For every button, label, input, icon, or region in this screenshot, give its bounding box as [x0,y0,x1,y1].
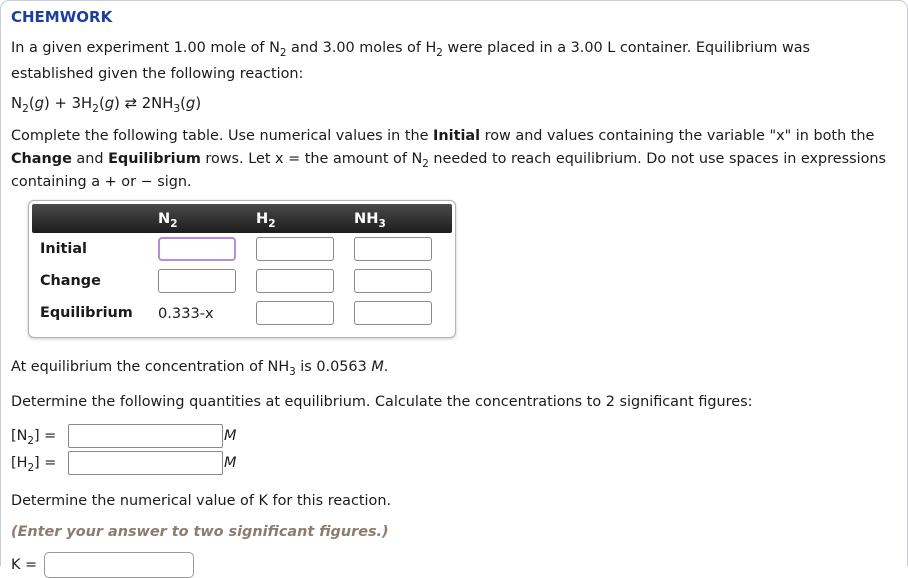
table-row-change: Change [32,265,452,297]
ice-table-card: N2 H2 NH3 Initial Change [28,200,456,339]
n2-concentration-row: [N2] = M [11,422,897,449]
table-corner-cell [32,204,158,234]
ice-header-row: N2 H2 NH3 [32,204,452,234]
initial-nh3-input[interactable] [354,237,432,262]
column-header-nh3: NH3 [354,204,452,234]
row-label-initial: Initial [40,241,87,258]
k-input-row: K = [11,552,897,578]
initial-h2-input[interactable] [256,237,334,262]
instructions-paragraph: Complete the following table. Use numeri… [11,128,887,190]
table-row-equilibrium: Equilibrium 0.333-x [32,297,452,329]
initial-n2-input[interactable] [158,237,236,262]
k-value-prompt: Determine the numerical value of K for t… [11,493,392,510]
k-label: K = [11,557,38,574]
column-header-h2: H2 [256,204,354,234]
h2-unit-label: M [224,454,237,471]
row-label-change: Change [40,273,101,290]
equilibrium-concentration-note: At equilibrium the concentration of NH3 … [11,359,389,379]
n2-concentration-label: [N2] = [11,427,57,447]
equilibrium-n2-expression: 0.333-x [158,304,214,322]
n2-unit-label: M [224,427,237,444]
h2-concentration-row: [H2] = M [11,449,897,476]
row-label-equilibrium: Equilibrium [40,305,133,322]
change-n2-input[interactable] [158,269,236,294]
table-row-initial: Initial [32,233,452,265]
page-title: CHEMWORK [11,8,113,26]
determine-quantities-note: Determine the following quantities at eq… [11,394,753,411]
ice-table: N2 H2 NH3 Initial Change [32,204,452,329]
k-value-input[interactable] [44,552,195,578]
change-nh3-input[interactable] [354,269,432,294]
reaction-equation: N2(g) + 3H2(g) ⇄ 2NH3(g) [11,95,202,115]
h2-concentration-label: [H2] = [11,454,57,474]
intro-paragraph: In a given experiment 1.00 mole of N2 an… [11,40,811,82]
equilibrium-h2-input[interactable] [256,301,334,326]
column-header-n2: N2 [158,204,256,234]
n2-concentration-input[interactable] [68,423,223,448]
h2-concentration-input[interactable] [68,450,223,475]
change-h2-input[interactable] [256,269,334,294]
equilibrium-nh3-input[interactable] [354,301,432,326]
k-sig-figs-hint: (Enter your answer to two significant fi… [11,524,389,541]
